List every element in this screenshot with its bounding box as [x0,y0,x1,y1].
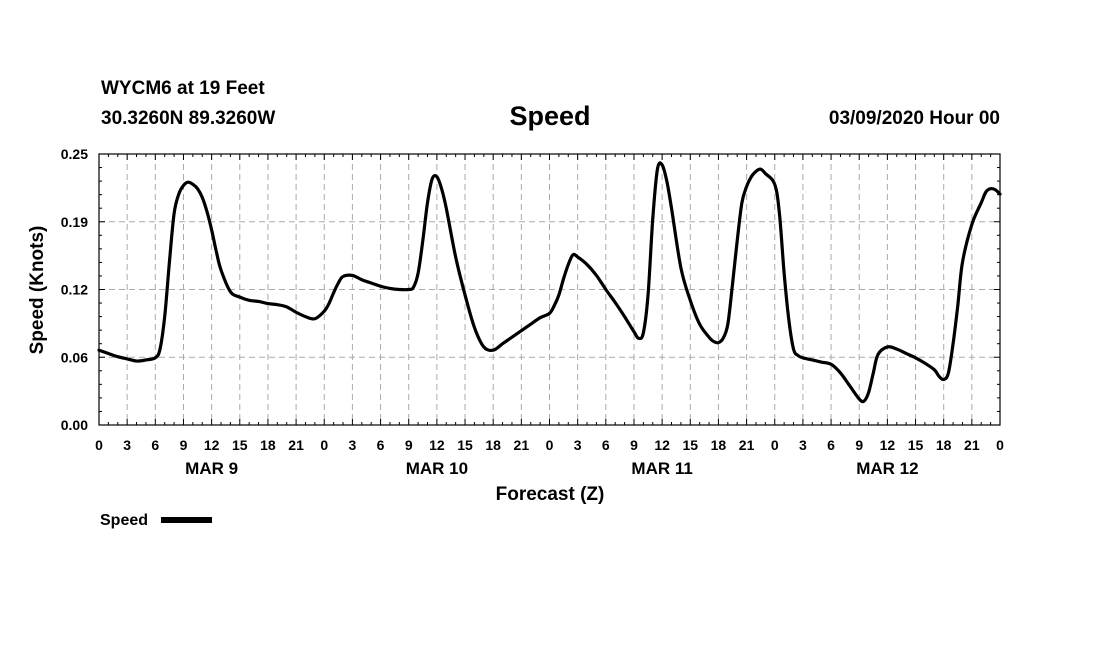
x-tick-label: 12 [429,437,445,453]
x-tick-label: 12 [880,437,896,453]
day-label: MAR 9 [185,459,238,478]
series-group [97,161,1002,404]
x-tick-label: 3 [574,437,582,453]
plot-frame [98,153,1001,426]
x-tick-label: 6 [602,437,610,453]
x-tick-label: 0 [546,437,554,453]
y-tick-label: 0.19 [61,214,88,230]
speed-series-line [97,161,1002,404]
x-tick-label: 6 [827,437,835,453]
forecast-datetime: 03/09/2020 Hour 00 [829,108,1000,129]
x-tick-label: 18 [711,437,727,453]
x-tick-label: 12 [654,437,670,453]
major-ticks [98,153,1001,426]
grid-lines [99,154,1000,425]
day-label: MAR 10 [406,459,468,478]
legend-label: Speed [100,512,148,529]
coordinates-label: 30.3260N 89.3260W [101,108,275,129]
x-tick-label: 15 [457,437,473,453]
station-label: WYCM6 at 19 Feet [101,78,265,99]
x-tick-label: 3 [123,437,131,453]
y-tick-labels: 0.00 0.06 0.12 0.19 0.25 [61,146,88,433]
y-axis-label: Speed (Knots) [27,226,48,355]
x-tick-label: 9 [405,437,413,453]
x-tick-label: 0 [996,437,1004,453]
y-tick-label: 0.06 [61,349,88,365]
x-tick-label: 6 [377,437,385,453]
x-tick-label: 18 [485,437,501,453]
x-tick-label: 3 [799,437,807,453]
y-tick-label: 0.00 [61,417,88,433]
chart-title: Speed [509,101,590,131]
x-tick-label: 0 [320,437,328,453]
x-tick-label: 21 [739,437,755,453]
day-label: MAR 11 [631,459,692,478]
x-tick-label: 15 [682,437,698,453]
x-tick-label: 18 [936,437,952,453]
x-tick-label: 12 [204,437,220,453]
day-labels: MAR 9 MAR 10 MAR 11 MAR 12 [185,459,918,478]
y-tick-label: 0.12 [61,282,88,298]
x-tick-label: 9 [630,437,638,453]
y-tick-label: 0.25 [61,146,88,162]
x-tick-label: 15 [908,437,924,453]
x-tick-label: 0 [771,437,779,453]
x-tick-label: 9 [180,437,188,453]
x-axis-label: Forecast (Z) [496,484,605,505]
legend-swatch [161,517,212,523]
x-tick-label: 21 [288,437,304,453]
day-label: MAR 12 [856,459,918,478]
x-tick-label: 18 [260,437,276,453]
x-tick-labels: 0 3 6 9 12 15 18 21 0 3 6 9 12 15 18 21 0 3 6 9 12 15 18 21 0 3 6 9… [95,437,1004,453]
x-tick-label: 15 [232,437,248,453]
x-tick-label: 9 [855,437,863,453]
x-tick-label: 21 [514,437,530,453]
x-tick-label: 21 [964,437,980,453]
x-tick-label: 6 [151,437,159,453]
x-tick-label: 3 [349,437,357,453]
x-tick-label: 0 [95,437,103,453]
